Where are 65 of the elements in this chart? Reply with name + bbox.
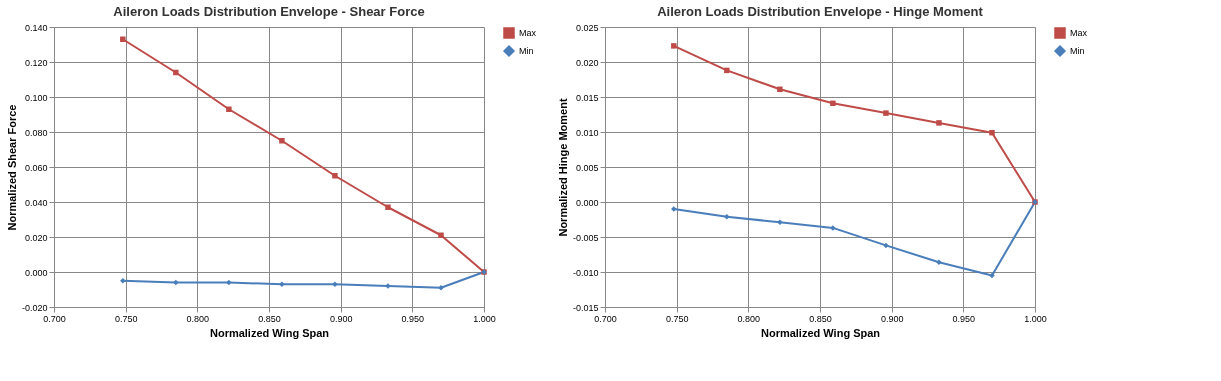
x-tick-label: 0.700 (43, 313, 66, 324)
legend-label: Min (1070, 46, 1085, 56)
point (332, 173, 338, 179)
y-tick-label: 0.010 (575, 127, 599, 138)
point (671, 43, 677, 49)
point (120, 278, 126, 284)
point (936, 120, 942, 126)
y-tick-label: 0.000 (575, 197, 599, 208)
x-tick-label: 0.850 (809, 313, 832, 324)
x-tick-label: 0.800 (186, 313, 210, 324)
y-tick-label: 0.005 (575, 162, 599, 173)
x-tick-label: 0.800 (737, 313, 761, 324)
y-tick-label: 0.020 (24, 232, 48, 243)
y-tick-label: 0.000 (24, 267, 48, 278)
point (120, 36, 126, 42)
point (989, 129, 995, 136)
y-tick-label: -0.005 (572, 232, 599, 243)
x-tick-label: 0.750 (114, 313, 138, 324)
legend-label: Min (519, 46, 534, 56)
y-tick-label: -0.015 (572, 302, 599, 313)
point (226, 279, 232, 286)
x-tick-label: 0.900 (880, 313, 904, 324)
point (226, 106, 232, 112)
y-tick-label: 0.060 (24, 162, 48, 173)
y-tick-label: -0.010 (572, 267, 599, 278)
point (385, 204, 391, 210)
x-axis-title: Normalized Wing Span (760, 326, 881, 339)
y-tick-label: -0.020 (21, 302, 48, 313)
y-tick-label: 0.080 (24, 127, 48, 138)
point (830, 100, 836, 107)
point (724, 213, 730, 220)
point (883, 110, 889, 116)
x-tick-label: 0.750 (665, 313, 689, 324)
point (332, 281, 338, 287)
x-tick-label: 0.850 (258, 313, 281, 324)
point (173, 69, 179, 76)
y-tick-label: 0.015 (575, 92, 599, 103)
x-tick-label: 1.000 (473, 313, 496, 324)
x-tick-label: 0.950 (952, 313, 976, 324)
y-tick-label: 0.120 (24, 57, 48, 68)
y-axis-title: Normalized Hinge Moment (556, 98, 569, 237)
y-tick-label: 0.020 (575, 57, 599, 68)
y-tick-label: 0.025 (575, 22, 599, 33)
x-tick-label: 0.900 (329, 313, 353, 324)
chart-title: Aileron Loads Distribution Envelope - Hinge Moment (657, 4, 984, 19)
point (279, 281, 285, 287)
point (279, 138, 285, 144)
x-axis-title: Normalized Wing Span (209, 326, 330, 339)
y-tick-label: 0.100 (24, 92, 48, 103)
y-tick-label: 0.040 (24, 197, 48, 208)
point (777, 86, 783, 93)
point (724, 67, 730, 74)
point (438, 232, 444, 238)
y-tick-label: 0.140 (24, 22, 48, 33)
legend-label: Max (1070, 28, 1088, 38)
chart-title: Aileron Loads Distribution Envelope - Shear Force (113, 4, 425, 19)
point (989, 272, 995, 279)
x-tick-label: 0.700 (594, 313, 617, 324)
point (883, 242, 889, 249)
y-axis-title: Normalized Shear Force (5, 104, 18, 231)
legend-label: Max (519, 28, 537, 38)
point (777, 219, 783, 226)
x-tick-label: 1.000 (1024, 313, 1047, 324)
x-tick-label: 0.950 (401, 313, 425, 324)
point (173, 279, 179, 286)
